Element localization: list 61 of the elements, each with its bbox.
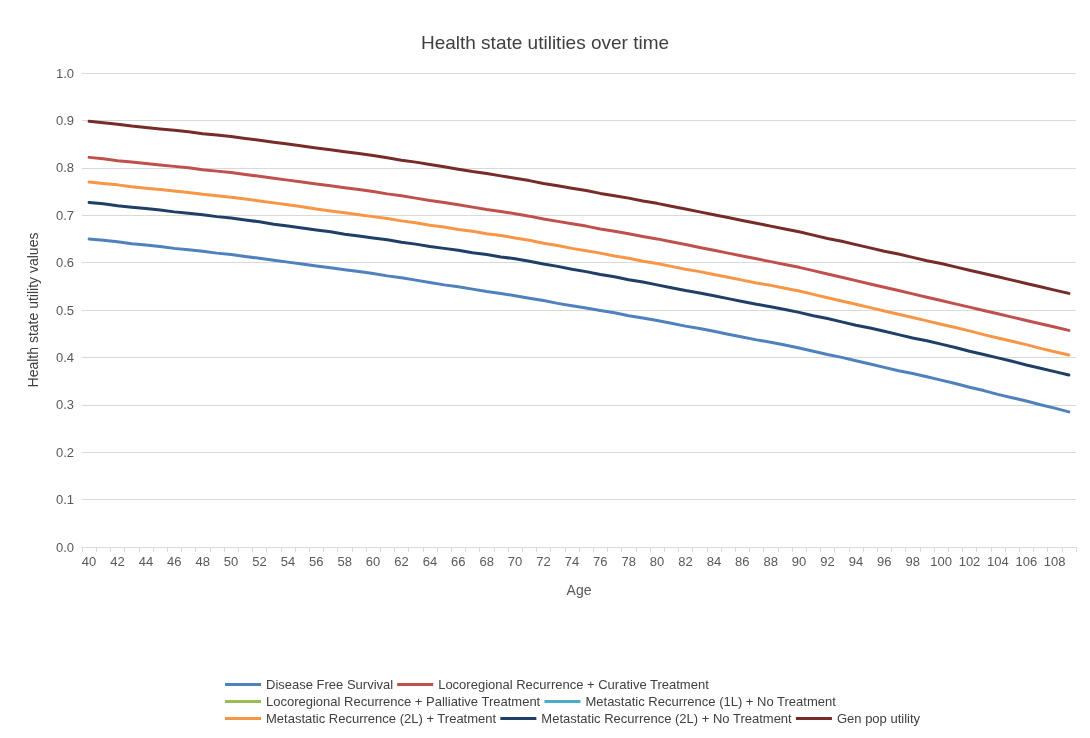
chart-title: Health state utilities over time [420,32,670,53]
y-tick-label: 0.2 [55,444,74,460]
legend-label: Metastatic Recurrence (2L) + No Treatment [541,711,793,726]
x-tick-label: 72 [536,554,551,569]
x-tick-label: 100 [930,554,952,569]
x-tick-label: 62 [394,554,409,569]
x-tick-label: 64 [422,554,438,569]
x-tick-label: 98 [905,554,920,569]
x-tick-label: 60 [365,554,381,569]
x-tick-label: 102 [958,554,981,569]
legend-label: Disease Free Survival [266,677,394,692]
x-tick-label: 40 [81,554,97,569]
legend-label: Gen pop utility [836,711,921,726]
x-tick-label: 48 [195,554,210,569]
y-tick-label: 0.0 [55,539,74,555]
x-tick-label: 108 [1043,554,1066,569]
y-tick-label: 0.9 [55,112,74,128]
x-tick-label: 52 [252,554,267,569]
x-tick-label: 68 [479,554,494,569]
x-tick-label: 46 [167,554,182,569]
x-tick-label: 66 [451,554,466,569]
line-series [87,237,1071,414]
y-tick-label: 0.4 [55,349,74,365]
x-tick-label: 42 [110,554,125,569]
x-tick-label: 86 [735,554,750,569]
x-tick-label: 54 [280,554,296,569]
x-tick-label: 94 [848,554,864,569]
legend-label: Locoregional Recurrence + Palliative Treatment [266,694,541,709]
y-tick-label: 0.6 [55,255,74,271]
x-tick-label: 82 [678,554,693,569]
x-tick-label: 58 [337,554,352,569]
x-tick-label: 92 [820,554,835,569]
line-series [87,200,1071,377]
x-tick-label: 76 [593,554,608,569]
x-tick-label: 84 [706,554,722,569]
y-tick-label: 0.1 [55,492,74,508]
x-axis-title: Age [566,582,592,598]
legend-label: Locoregional Recurrence + Curative Treatment [438,677,710,692]
line-series [87,119,1071,295]
y-tick-label: 0.8 [55,160,74,176]
x-tick-label: 106 [1015,554,1038,569]
y-tick-label: 0.5 [55,302,74,318]
line-series [87,180,1071,357]
y-tick-label: 1.0 [55,65,74,81]
x-tick-label: 78 [621,554,636,569]
x-tick-label: 104 [987,554,1009,569]
y-axis-title: Health state utility values [25,232,41,388]
x-tick-label: 80 [649,554,665,569]
x-tick-label: 56 [309,554,324,569]
x-tick-label: 50 [223,554,239,569]
x-tick-label: 74 [564,554,580,569]
y-tick-label: 0.3 [55,397,74,413]
x-tick-label: 70 [507,554,523,569]
x-tick-label: 90 [791,554,807,569]
x-tick-label: 88 [763,554,778,569]
x-tick-label: 96 [877,554,892,569]
y-tick-label: 0.7 [55,207,74,223]
legend-label: Metastatic Recurrence (2L) + Treatment [266,711,497,726]
line-series [87,155,1071,332]
legend-label: Metastatic Recurrence (1L) + No Treatment [585,694,837,709]
x-tick-label: 44 [138,554,154,569]
